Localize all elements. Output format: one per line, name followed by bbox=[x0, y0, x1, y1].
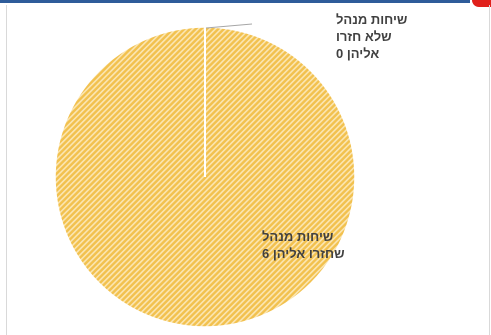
data-label-2-line-2: שחזרו אליהן 6 bbox=[262, 246, 345, 261]
data-label-2: שיחות מנהל שחזרו אליהן 6 bbox=[262, 229, 345, 261]
data-label-leader-line bbox=[205, 23, 253, 29]
data-label-2-line-1: שיחות מנהל bbox=[262, 229, 333, 244]
header-bar bbox=[0, 0, 470, 3]
data-label-1-line-2: שלא חזרו bbox=[336, 29, 392, 44]
chart-area bbox=[6, 5, 490, 335]
top-header-strip bbox=[0, 0, 491, 7]
data-label-1-line-3: אליהן 0 bbox=[336, 46, 379, 61]
data-label-1: שיחות מנהל שלא חזרו אליהן 0 bbox=[336, 12, 407, 61]
data-label-1-line-1: שיחות מנהל bbox=[336, 12, 407, 27]
header-accent-logo bbox=[472, 0, 491, 7]
